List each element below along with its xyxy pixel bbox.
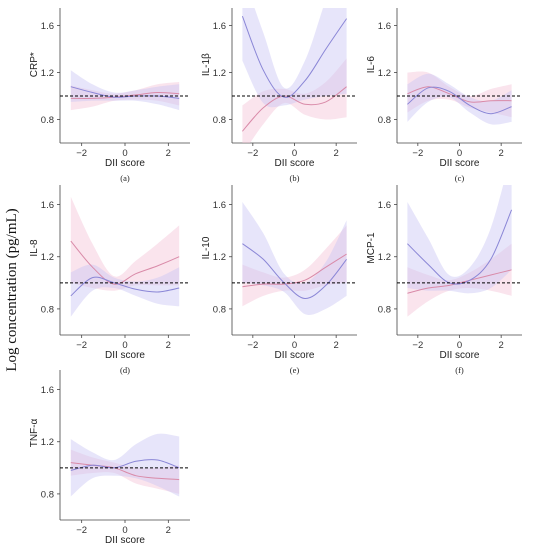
x-axis-title: DII score	[439, 350, 479, 361]
y-tick-label: 1.6	[378, 200, 391, 211]
y-tick-label: 1.6	[378, 21, 391, 32]
series-line-1	[242, 86, 347, 132]
y-tick-label: 0.8	[378, 304, 391, 315]
y-tick-label: 0.8	[41, 304, 54, 315]
y-tick-label: 1.2	[213, 252, 226, 263]
plot-area	[242, 202, 347, 315]
x-tick-label: 0	[292, 340, 297, 351]
x-tick-label: 2	[166, 525, 171, 536]
x-axis-title: DII score	[105, 535, 145, 546]
x-tick-label: 2	[499, 340, 504, 351]
ci-band-series-2	[407, 73, 512, 125]
ci-band-series-1	[407, 71, 512, 118]
y-tick-label: 0.8	[378, 115, 391, 126]
x-tick-label: 0	[122, 525, 127, 536]
y-axis-title: IL-10	[201, 236, 212, 259]
ci-band-series-1	[70, 196, 180, 291]
y-tick-label: 1.2	[41, 68, 54, 79]
x-tick-label: 0	[122, 340, 127, 351]
y-tick-label: 1.6	[213, 200, 226, 211]
panel-crp: 0.8 1.2 1.6 −2 0 2 CRP* DII score (a)	[29, 8, 190, 183]
x-tick-label: 0	[122, 148, 127, 159]
x-tick-label: 2	[166, 148, 171, 159]
x-tick-label: −2	[76, 340, 87, 351]
series-line-2	[70, 459, 180, 471]
panel-il-8: 0.8 1.2 1.6 −2 0 2 IL-8 DII score (d)	[29, 185, 190, 375]
x-tick-label: 2	[334, 148, 339, 159]
y-tick-label: 1.2	[41, 437, 54, 448]
y-axis-title: IL-6	[366, 56, 377, 74]
x-tick-label: 0	[457, 148, 462, 159]
series-line-1	[70, 240, 180, 285]
y-tick-label: 1.6	[213, 21, 226, 32]
y-axis-title: CRP*	[29, 52, 40, 77]
ci-band-series-1	[242, 225, 347, 307]
y-axis-title: TNF-α	[29, 419, 40, 448]
ci-band-series-1	[242, 58, 347, 143]
y-tick-label: 0.8	[213, 115, 226, 126]
ci-band-series-2	[242, 8, 347, 108]
y-tick-label: 1.6	[41, 21, 54, 32]
y-axis-title: MCP-1	[366, 232, 377, 264]
panel-caption: (d)	[120, 365, 130, 375]
x-axis-title: DII score	[274, 158, 314, 169]
series-line-2	[407, 86, 512, 115]
panel-caption: (c)	[455, 173, 465, 183]
y-tick-label: 1.2	[378, 68, 391, 79]
x-tick-label: −2	[247, 148, 258, 159]
y-tick-label: 1.6	[41, 385, 54, 396]
x-tick-label: −2	[412, 148, 423, 159]
x-tick-label: −2	[247, 340, 258, 351]
x-tick-label: −2	[76, 148, 87, 159]
x-tick-label: 0	[292, 148, 297, 159]
panels: 0.8 1.2 1.6 −2 0 2 CRP* DII score (a) 0.8 1.2 1.6 −2…	[29, 8, 522, 546]
y-tick-label: 1.2	[41, 252, 54, 263]
y-axis-title: IL-8	[29, 239, 40, 257]
panel-il-1: 0.8 1.2 1.6 −2 0 2 IL-1β DII score (b)	[201, 8, 357, 183]
panel-mcp-1: 0.8 1.2 1.6 −2 0 2 MCP-1 DII score (f)	[366, 185, 522, 375]
x-tick-label: −2	[76, 525, 87, 536]
ci-band-series-2	[70, 70, 180, 111]
x-axis-title: DII score	[439, 158, 479, 169]
y-axis-title: IL-1β	[201, 53, 212, 76]
series-line-2	[70, 276, 180, 297]
panel-caption: (a)	[120, 173, 130, 183]
y-tick-label: 1.6	[41, 200, 54, 211]
panel-il-10: 0.8 1.2 1.6 −2 0 2 IL-10 DII score (e)	[201, 185, 357, 375]
series-line-2	[407, 209, 513, 285]
global-y-axis-label: Log concentration (pg/mL)	[4, 208, 20, 371]
x-tick-label: −2	[412, 340, 423, 351]
ci-band-series-2	[242, 202, 347, 315]
x-axis-title: DII score	[105, 158, 145, 169]
plot-area	[70, 433, 180, 497]
series-line-2	[242, 243, 347, 300]
series-line-2	[70, 86, 180, 99]
ci-band-series-1	[407, 243, 512, 317]
plot-area	[70, 196, 180, 317]
y-tick-label: 0.8	[41, 489, 54, 500]
y-tick-label: 1.2	[378, 252, 391, 263]
y-tick-label: 0.8	[213, 304, 226, 315]
plot-area	[407, 71, 512, 125]
y-tick-label: 1.2	[213, 68, 226, 79]
series-line-2	[241, 16, 348, 98]
plot-area	[70, 70, 180, 111]
x-tick-label: 2	[334, 340, 339, 351]
panel-il-6: 0.8 1.2 1.6 −2 0 2 IL-6 DII score (c)	[366, 8, 522, 183]
x-tick-label: 0	[457, 340, 462, 351]
panel-caption: (b)	[290, 173, 300, 183]
x-tick-label: 2	[166, 340, 171, 351]
x-axis-title: DII score	[105, 350, 145, 361]
y-tick-label: 0.8	[41, 115, 54, 126]
plot-area	[241, 8, 348, 143]
panel-caption: (f)	[455, 365, 464, 375]
x-tick-label: 2	[499, 148, 504, 159]
panel-caption: (e)	[290, 365, 300, 375]
x-axis-title: DII score	[274, 350, 314, 361]
